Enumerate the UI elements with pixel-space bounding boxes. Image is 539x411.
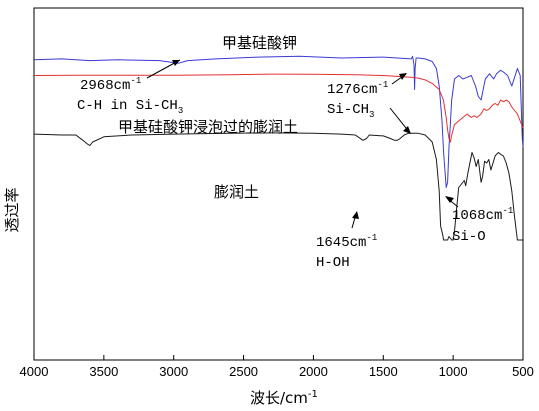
svg-text:C-H in Si-CH3: C-H in Si-CH3 xyxy=(77,98,183,116)
series-layer xyxy=(33,55,524,241)
svg-text:2968cm-1: 2968cm-1 xyxy=(80,76,141,94)
series-label-red: 甲基硅酸钾浸泡过的膨润土 xyxy=(118,118,298,136)
annotation-2968: 2968cm-1 C-H in Si-CH3 xyxy=(77,59,183,116)
anno-1068-line2: Si-O xyxy=(452,229,486,245)
annotation-1068: 1068cm-1 Si-O xyxy=(445,196,513,245)
anno-2968-line2: C-H in Si-CH xyxy=(77,98,178,114)
x-axis-ticks: 4000 3500 3000 2500 2000 1500 1000 500 xyxy=(20,355,534,379)
plot-frame xyxy=(33,7,524,361)
anno-2968-line1: 2968cm xyxy=(80,78,130,94)
x-tick-label: 3000 xyxy=(159,364,188,379)
svg-text:Si-CH3: Si-CH3 xyxy=(327,102,374,120)
annotation-1276: 1276cm-1 Si-CH3 xyxy=(327,73,411,134)
anno-2968-sub: 3 xyxy=(178,106,183,116)
anno-1645-sup: -1 xyxy=(366,233,377,243)
series-line-blue xyxy=(33,55,524,188)
anno-1276-arrowhead-down xyxy=(403,126,411,134)
anno-1276-sup: -1 xyxy=(377,80,388,90)
series-line-red xyxy=(33,73,524,143)
anno-1068-arrowhead xyxy=(445,196,454,203)
anno-2968-arrowhead xyxy=(172,60,180,66)
anno-1068-sup: -1 xyxy=(502,206,513,216)
anno-1276-arrowhead-up xyxy=(399,73,407,80)
anno-1645-line2: H-OH xyxy=(316,255,350,271)
anno-1276-line2: Si-CH xyxy=(327,102,369,118)
series-label-blue: 甲基硅酸钾 xyxy=(222,34,297,52)
x-axis-label: 波长/cm-1 xyxy=(250,389,318,407)
x-tick-label: 2500 xyxy=(229,364,258,379)
x-tick-label: 1500 xyxy=(369,364,398,379)
anno-1276-sub: 3 xyxy=(369,110,374,120)
anno-2968-sup: -1 xyxy=(130,76,141,86)
svg-text:1276cm-1: 1276cm-1 xyxy=(327,80,388,98)
anno-1645-arrowhead xyxy=(352,211,359,219)
anno-1645-line1: 1645cm xyxy=(316,235,366,251)
svg-text:1645cm-1: 1645cm-1 xyxy=(316,233,377,251)
annotation-1645: 1645cm-1 H-OH xyxy=(316,211,377,271)
x-tick-label: 500 xyxy=(512,364,534,379)
anno-1276-line1: 1276cm xyxy=(327,82,377,98)
y-axis-label: 透过率 xyxy=(3,187,21,232)
series-label-black: 膨润土 xyxy=(214,183,259,201)
x-tick-label: 1000 xyxy=(439,364,468,379)
x-tick-label: 4000 xyxy=(20,364,49,379)
x-tick-label: 2000 xyxy=(299,364,328,379)
x-tick-label: 3500 xyxy=(89,364,118,379)
svg-text:1068cm-1: 1068cm-1 xyxy=(452,206,513,224)
series-line-black xyxy=(33,132,523,241)
anno-1068-line1: 1068cm xyxy=(452,208,502,224)
